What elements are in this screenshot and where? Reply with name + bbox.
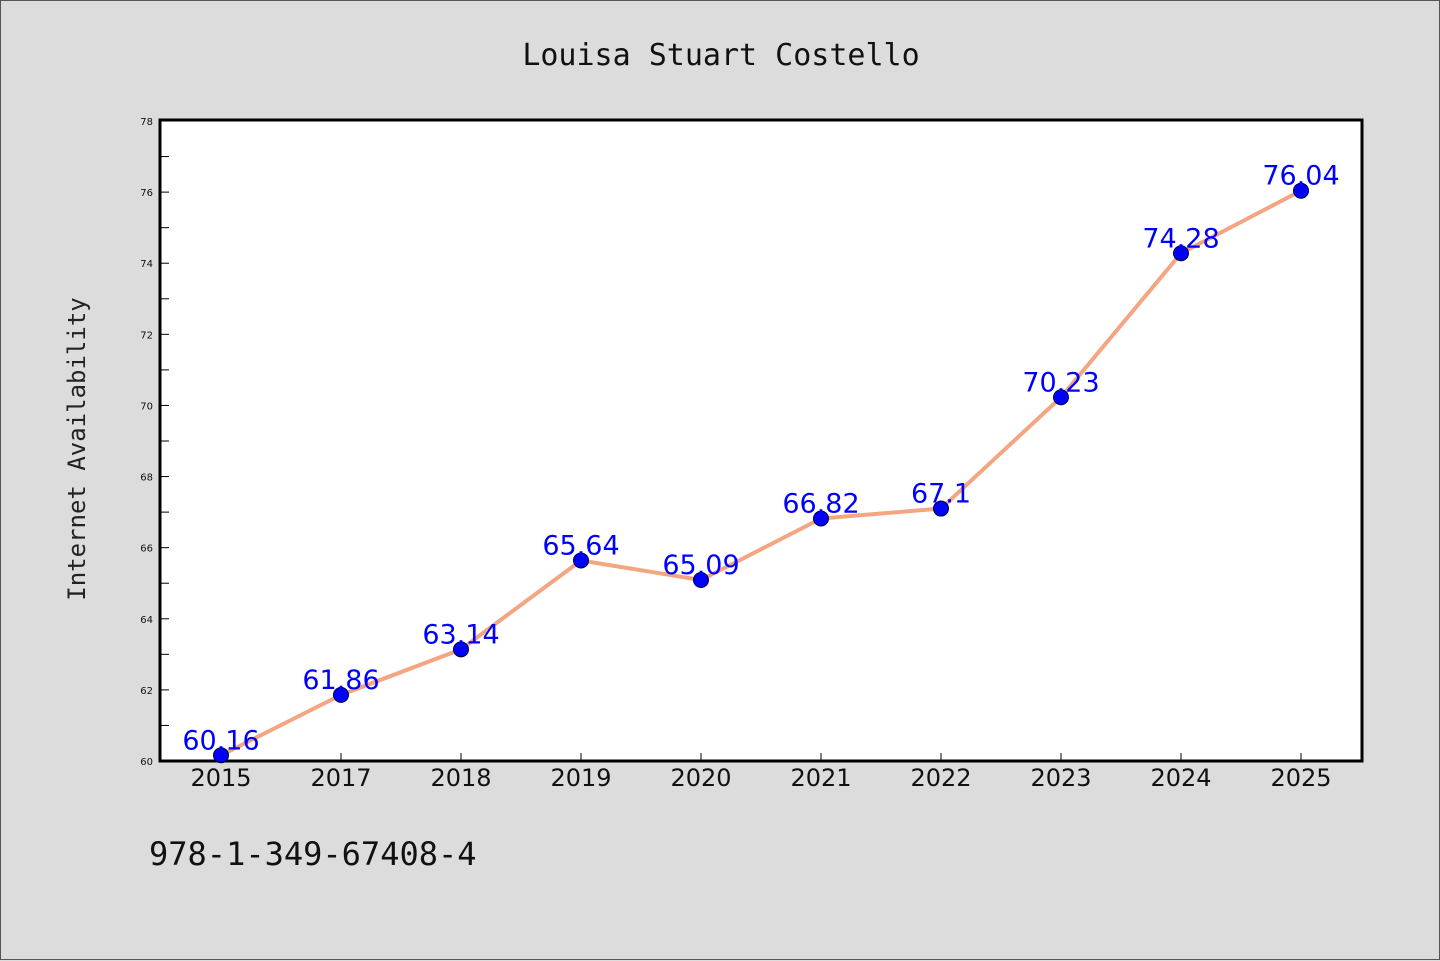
- y-tick-label: 60: [140, 757, 153, 768]
- x-tick-label: 2015: [190, 764, 251, 792]
- y-tick-label: 68: [140, 473, 153, 484]
- y-tick-label: 62: [140, 686, 153, 697]
- data-point: [933, 500, 949, 517]
- y-tick-label: 72: [140, 330, 153, 341]
- x-tick-label: 2018: [430, 764, 491, 792]
- x-tick-label: 2020: [670, 764, 731, 792]
- y-tick-label: 76: [140, 188, 153, 199]
- data-label: 65.09: [662, 550, 739, 581]
- y-tick-label: 78: [140, 117, 153, 128]
- x-tick-label: 2024: [1150, 764, 1211, 792]
- x-tick-label: 2019: [550, 764, 611, 792]
- y-tick-label: 66: [140, 544, 153, 555]
- data-point: [1293, 182, 1309, 199]
- data-label: 65.64: [542, 530, 619, 561]
- y-tick-label: 74: [140, 259, 153, 270]
- x-tick-label: 2025: [1270, 764, 1331, 792]
- data-point: [453, 641, 469, 658]
- x-tick-label: 2017: [310, 764, 371, 792]
- x-tick-label: 2022: [910, 764, 971, 792]
- y-axis-label: Internet Availability: [63, 297, 91, 600]
- data-label: 63.14: [422, 619, 499, 650]
- data-label: 76.04: [1262, 161, 1339, 192]
- data-label: 74.28: [1142, 223, 1219, 254]
- plot-area: [158, 118, 1364, 763]
- data-point: [1173, 245, 1189, 262]
- data-point: [573, 552, 589, 569]
- data-point: [213, 747, 229, 764]
- x-tick-label: 2023: [1030, 764, 1091, 792]
- data-point: [333, 686, 349, 703]
- data-label: 60.16: [182, 725, 259, 756]
- data-point: [693, 572, 709, 589]
- y-tick-label: 64: [140, 615, 153, 626]
- data-point: [1053, 389, 1069, 406]
- chart-title: Louisa Stuart Costello: [522, 38, 919, 73]
- x-tick-label: 2021: [790, 764, 851, 792]
- x-axis-ticks: 2015 2017 2018 2019 2020 2021 2022 2023 2024 2025: [190, 753, 1332, 792]
- data-label: 67.1: [911, 479, 971, 510]
- footnote-isbn: 978-1-349-67408-4: [149, 835, 477, 873]
- y-tick-label: 70: [140, 401, 153, 412]
- data-label: 61.86: [302, 665, 379, 696]
- y-axis-ticks: 60 62 64 66 68 70 72 74 76 78: [140, 117, 169, 768]
- data-point: [813, 510, 829, 527]
- data-label: 66.82: [782, 489, 859, 520]
- data-label: 70.23: [1022, 367, 1099, 398]
- series-line: [220, 188, 1302, 758]
- series-group: [213, 182, 1309, 764]
- data-labels: 60.16 61.86 63.14 65.64 65.09 66.82 67.1 70.23 7…: [182, 161, 1339, 757]
